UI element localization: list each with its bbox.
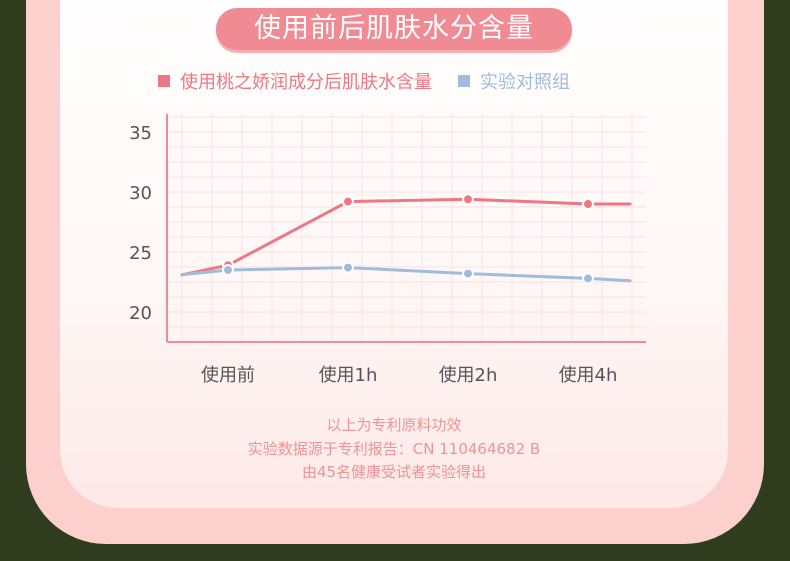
tick-labels: 35 30 25 20 使用前 使用1h 使用2h 使用4h: [129, 123, 617, 386]
y-tick-label: 20: [129, 303, 152, 324]
data-point-control: [222, 264, 234, 276]
data-point-product: [462, 193, 474, 206]
data-point-control: [462, 267, 474, 280]
data-point-product: [342, 195, 354, 208]
axes: [166, 114, 646, 343]
footnotes: 以上为专利原料功效 实验数据源于专利报告：CN 110464682 B 由45名…: [60, 414, 728, 485]
inner-card: [60, 0, 728, 508]
legend-item-control: 实验对照组: [458, 68, 570, 94]
chart-title: 使用前后肌肤水分含量: [216, 8, 572, 50]
y-tick-label: 30: [129, 183, 152, 204]
y-tick-label: 35: [129, 123, 152, 144]
series-line-control: [180, 266, 632, 283]
footnote-line-3: 由45名健康受试者实验得出: [301, 463, 487, 481]
x-tick-label: 使用1h: [319, 365, 378, 386]
data-point-control: [582, 272, 594, 285]
y-tick-label: 25: [129, 243, 152, 264]
grid: [167, 114, 646, 342]
series: [180, 193, 632, 285]
x-tick-label: 使用4h: [559, 365, 618, 386]
legend-label-product: 使用桃之娇润成分后肌肤水含量: [180, 72, 432, 93]
legend: 使用桃之娇润成分后肌肤水含量 实验对照组: [158, 68, 596, 94]
data-point-control: [342, 261, 354, 274]
footnote-line-1: 以上为专利原料功效: [326, 416, 462, 434]
series-line-product: [180, 197, 632, 277]
legend-label-control: 实验对照组: [480, 72, 570, 93]
legend-swatch-control: [458, 75, 470, 87]
footnote-line-2: 实验数据源于专利报告：CN 110464682 B: [247, 439, 541, 458]
data-point-product: [582, 198, 594, 210]
legend-item-product: 使用桃之娇润成分后肌肤水含量: [158, 68, 432, 94]
x-tick-label: 使用前: [201, 365, 255, 386]
legend-swatch-product: [158, 75, 170, 87]
x-tick-label: 使用2h: [439, 365, 498, 386]
